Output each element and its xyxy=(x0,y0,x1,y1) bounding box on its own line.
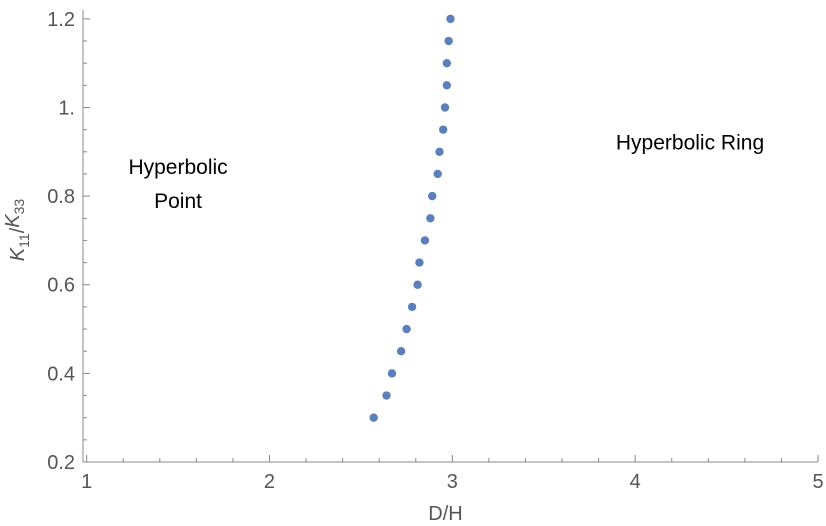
x-tick-label: 2 xyxy=(264,471,275,493)
data-point xyxy=(433,169,442,179)
y-tick-label: 0.8 xyxy=(47,186,75,208)
x-tick-label: 4 xyxy=(630,471,641,493)
y-tick-label: 0.4 xyxy=(47,363,75,385)
data-point xyxy=(415,258,424,267)
x-tick-label: 5 xyxy=(812,471,823,493)
y-tick-label: 1. xyxy=(58,97,75,119)
y-tick-label: 0.6 xyxy=(47,275,75,297)
data-point xyxy=(369,413,378,422)
data-point xyxy=(440,103,450,112)
y-tick-label: 0.2 xyxy=(47,452,75,474)
x-axis-label: D/H xyxy=(428,503,462,525)
x-axis-ticks: 1 2 3 4 5 xyxy=(81,455,824,493)
data-point xyxy=(428,191,437,201)
annotations: Hyperbolic Point Hyperbolic Ring xyxy=(128,132,764,213)
x-tick-label: 1 xyxy=(81,471,92,493)
data-point xyxy=(382,391,391,400)
data-point xyxy=(442,81,452,90)
data-point xyxy=(396,347,406,356)
region-annotation: Hyperbolic Point xyxy=(128,156,227,213)
x-tick-label: 3 xyxy=(447,471,458,493)
region-annotation: Hyperbolic Ring xyxy=(616,132,764,155)
y-axis-label: K11/K33 xyxy=(2,199,32,262)
y-axis-ticks: 0.2 0.4 0.6 0.8 1. 1.2 xyxy=(47,9,90,474)
data-point xyxy=(402,324,411,334)
data-point xyxy=(444,36,453,46)
data-point xyxy=(438,125,448,134)
data-point xyxy=(446,14,455,24)
data-point xyxy=(387,369,397,378)
data-point xyxy=(426,214,435,223)
data-point xyxy=(413,280,422,289)
data-point xyxy=(407,302,417,312)
y-tick-label: 1.2 xyxy=(47,9,75,31)
data-point xyxy=(435,147,444,157)
data-point xyxy=(442,58,452,68)
data-point xyxy=(420,236,430,245)
data-points xyxy=(369,14,455,422)
axes xyxy=(82,10,818,463)
